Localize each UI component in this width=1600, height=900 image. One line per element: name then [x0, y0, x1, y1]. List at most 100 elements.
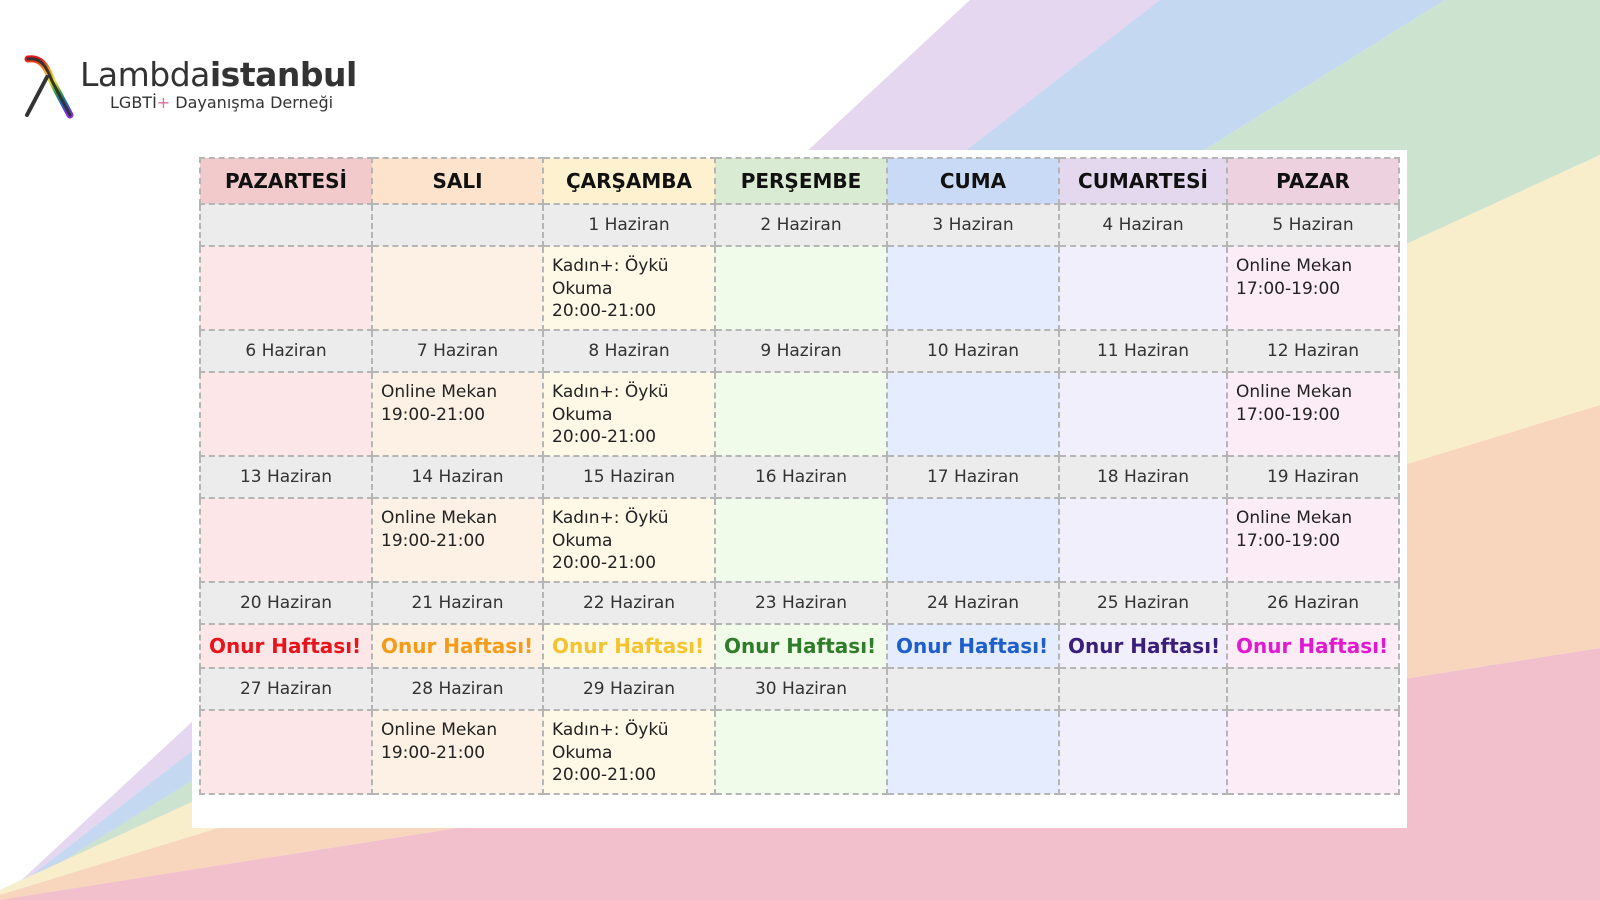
- event-cell: Online Mekan 19:00-21:00: [371, 371, 544, 457]
- day-header-row: PAZARTESİ SALI ÇARŞAMBA PERŞEMBE CUMA CUMARTE…: [199, 157, 1400, 205]
- lambdaistanbul-logo: Lambdaistanbul LGBTİ+ Dayanışma Derneği: [22, 55, 357, 120]
- logo-subtitle: LGBTİ+ Dayanışma Derneği: [110, 93, 333, 112]
- event-cell: [199, 709, 373, 795]
- date-cell: [886, 667, 1060, 711]
- date-cell: 28 Haziran: [371, 667, 544, 711]
- date-cell: 16 Haziran: [714, 455, 888, 499]
- event-row: Online Mekan 19:00-21:00 Kadın+: Öykü Okuma…: [199, 371, 1400, 457]
- event-text: Online Mekan: [381, 382, 498, 402]
- date-cell: 4 Haziran: [1058, 203, 1228, 247]
- event-cell: [886, 709, 1060, 795]
- day-header: CUMA: [886, 157, 1060, 205]
- event-text: 19:00-21:00: [381, 404, 486, 425]
- pride-week-cell: Onur Haftası!: [714, 623, 888, 669]
- date-cell: 27 Haziran: [199, 667, 373, 711]
- event-cell: [1058, 371, 1228, 457]
- date-cell: [371, 203, 544, 247]
- event-cell: [1226, 709, 1400, 795]
- event-text: Okuma: [552, 742, 613, 763]
- date-cell: 25 Haziran: [1058, 581, 1228, 625]
- date-cell: 2 Haziran: [714, 203, 888, 247]
- logo-name-bold: istanbul: [209, 55, 357, 94]
- event-cell: Online Mekan 19:00-21:00: [371, 497, 544, 583]
- event-cell: [371, 245, 544, 331]
- date-cell: 3 Haziran: [886, 203, 1060, 247]
- event-row: Online Mekan 19:00-21:00 Kadın+: Öykü Okuma…: [199, 709, 1400, 795]
- event-text: Kadın+: Öykü: [552, 720, 669, 740]
- logo-subtitle-part: LGBTİ: [110, 93, 157, 112]
- event-cell: Kadın+: Öykü Okuma 20:00-21:00: [542, 245, 716, 331]
- event-cell: [199, 497, 373, 583]
- logo-plus: +: [156, 93, 171, 112]
- date-cell: [1226, 667, 1400, 711]
- date-row: 13 Haziran 14 Haziran 15 Haziran 16 Haziran…: [199, 455, 1400, 499]
- pride-week-cell: Onur Haftası!: [1226, 623, 1400, 669]
- event-cell: [886, 497, 1060, 583]
- date-cell: 9 Haziran: [714, 329, 888, 373]
- event-cell: [199, 371, 373, 457]
- event-cell: [1058, 709, 1228, 795]
- date-cell: 26 Haziran: [1226, 581, 1400, 625]
- date-cell: 24 Haziran: [886, 581, 1060, 625]
- event-row: Online Mekan 19:00-21:00 Kadın+: Öykü Okuma…: [199, 497, 1400, 583]
- event-text: Online Mekan: [1236, 508, 1353, 528]
- event-cell: Kadın+: Öykü Okuma 20:00-21:00: [542, 497, 716, 583]
- date-row: 6 Haziran 7 Haziran 8 Haziran 9 Haziran 10 H…: [199, 329, 1400, 373]
- event-cell: [714, 245, 888, 331]
- event-text: Online Mekan: [1236, 256, 1353, 276]
- date-cell: 10 Haziran: [886, 329, 1060, 373]
- event-text: 17:00-19:00: [1236, 404, 1341, 425]
- event-cell: [1058, 497, 1228, 583]
- event-cell: [714, 497, 888, 583]
- date-cell: [199, 203, 373, 247]
- event-cell: Online Mekan 19:00-21:00: [371, 709, 544, 795]
- date-cell: 12 Haziran: [1226, 329, 1400, 373]
- day-header: CUMARTESİ: [1058, 157, 1228, 205]
- pride-week-cell: Onur Haftası!: [371, 623, 544, 669]
- date-row: 1 Haziran 2 Haziran 3 Haziran 4 Haziran 5 Ha…: [199, 203, 1400, 247]
- pride-week-cell: Onur Haftası!: [886, 623, 1060, 669]
- date-row: 27 Haziran 28 Haziran 29 Haziran 30 Haziran: [199, 667, 1400, 711]
- logo-subtitle-part: Dayanışma Derneği: [170, 93, 334, 112]
- event-cell: [886, 371, 1060, 457]
- date-cell: 8 Haziran: [542, 329, 716, 373]
- date-cell: [1058, 667, 1228, 711]
- event-text: 20:00-21:00: [552, 553, 657, 573]
- day-header: ÇARŞAMBA: [542, 157, 716, 205]
- event-cell: [1058, 245, 1228, 331]
- date-cell: 22 Haziran: [542, 581, 716, 625]
- lambda-icon: [24, 55, 74, 119]
- logo-name-light: Lambda: [80, 55, 210, 94]
- event-text: 20:00-21:00: [552, 427, 657, 447]
- date-cell: 20 Haziran: [199, 581, 373, 625]
- event-cell: Kadın+: Öykü Okuma 20:00-21:00: [542, 709, 716, 795]
- date-cell: 15 Haziran: [542, 455, 716, 499]
- event-text: Online Mekan: [1236, 382, 1353, 402]
- event-text: Kadın+: Öykü: [552, 382, 669, 402]
- logo-name: Lambdaistanbul: [80, 55, 357, 94]
- event-text: Online Mekan: [381, 508, 498, 528]
- event-text: Okuma: [552, 530, 613, 551]
- event-text: 19:00-21:00: [381, 530, 486, 551]
- event-text: 17:00-19:00: [1236, 278, 1341, 299]
- event-cell: [886, 245, 1060, 331]
- event-cell: Online Mekan 17:00-19:00: [1226, 245, 1400, 331]
- date-row: 20 Haziran 21 Haziran 22 Haziran 23 Haziran…: [199, 581, 1400, 625]
- event-text: 17:00-19:00: [1236, 530, 1341, 551]
- event-cell: [714, 709, 888, 795]
- event-cell: Online Mekan 17:00-19:00: [1226, 497, 1400, 583]
- date-cell: 17 Haziran: [886, 455, 1060, 499]
- date-cell: 23 Haziran: [714, 581, 888, 625]
- date-cell: 6 Haziran: [199, 329, 373, 373]
- day-header: PERŞEMBE: [714, 157, 888, 205]
- event-cell: Kadın+: Öykü Okuma 20:00-21:00: [542, 371, 716, 457]
- pride-week-cell: Onur Haftası!: [1058, 623, 1228, 669]
- event-text: Kadın+: Öykü: [552, 256, 669, 276]
- date-cell: 30 Haziran: [714, 667, 888, 711]
- event-row: Kadın+: Öykü Okuma 20:00-21:00 Online Mekan…: [199, 245, 1400, 331]
- date-cell: 13 Haziran: [199, 455, 373, 499]
- event-text: 19:00-21:00: [381, 742, 486, 763]
- event-cell: [714, 371, 888, 457]
- pride-row: Onur Haftası! Onur Haftası! Onur Haftası! O…: [199, 623, 1400, 669]
- date-cell: 7 Haziran: [371, 329, 544, 373]
